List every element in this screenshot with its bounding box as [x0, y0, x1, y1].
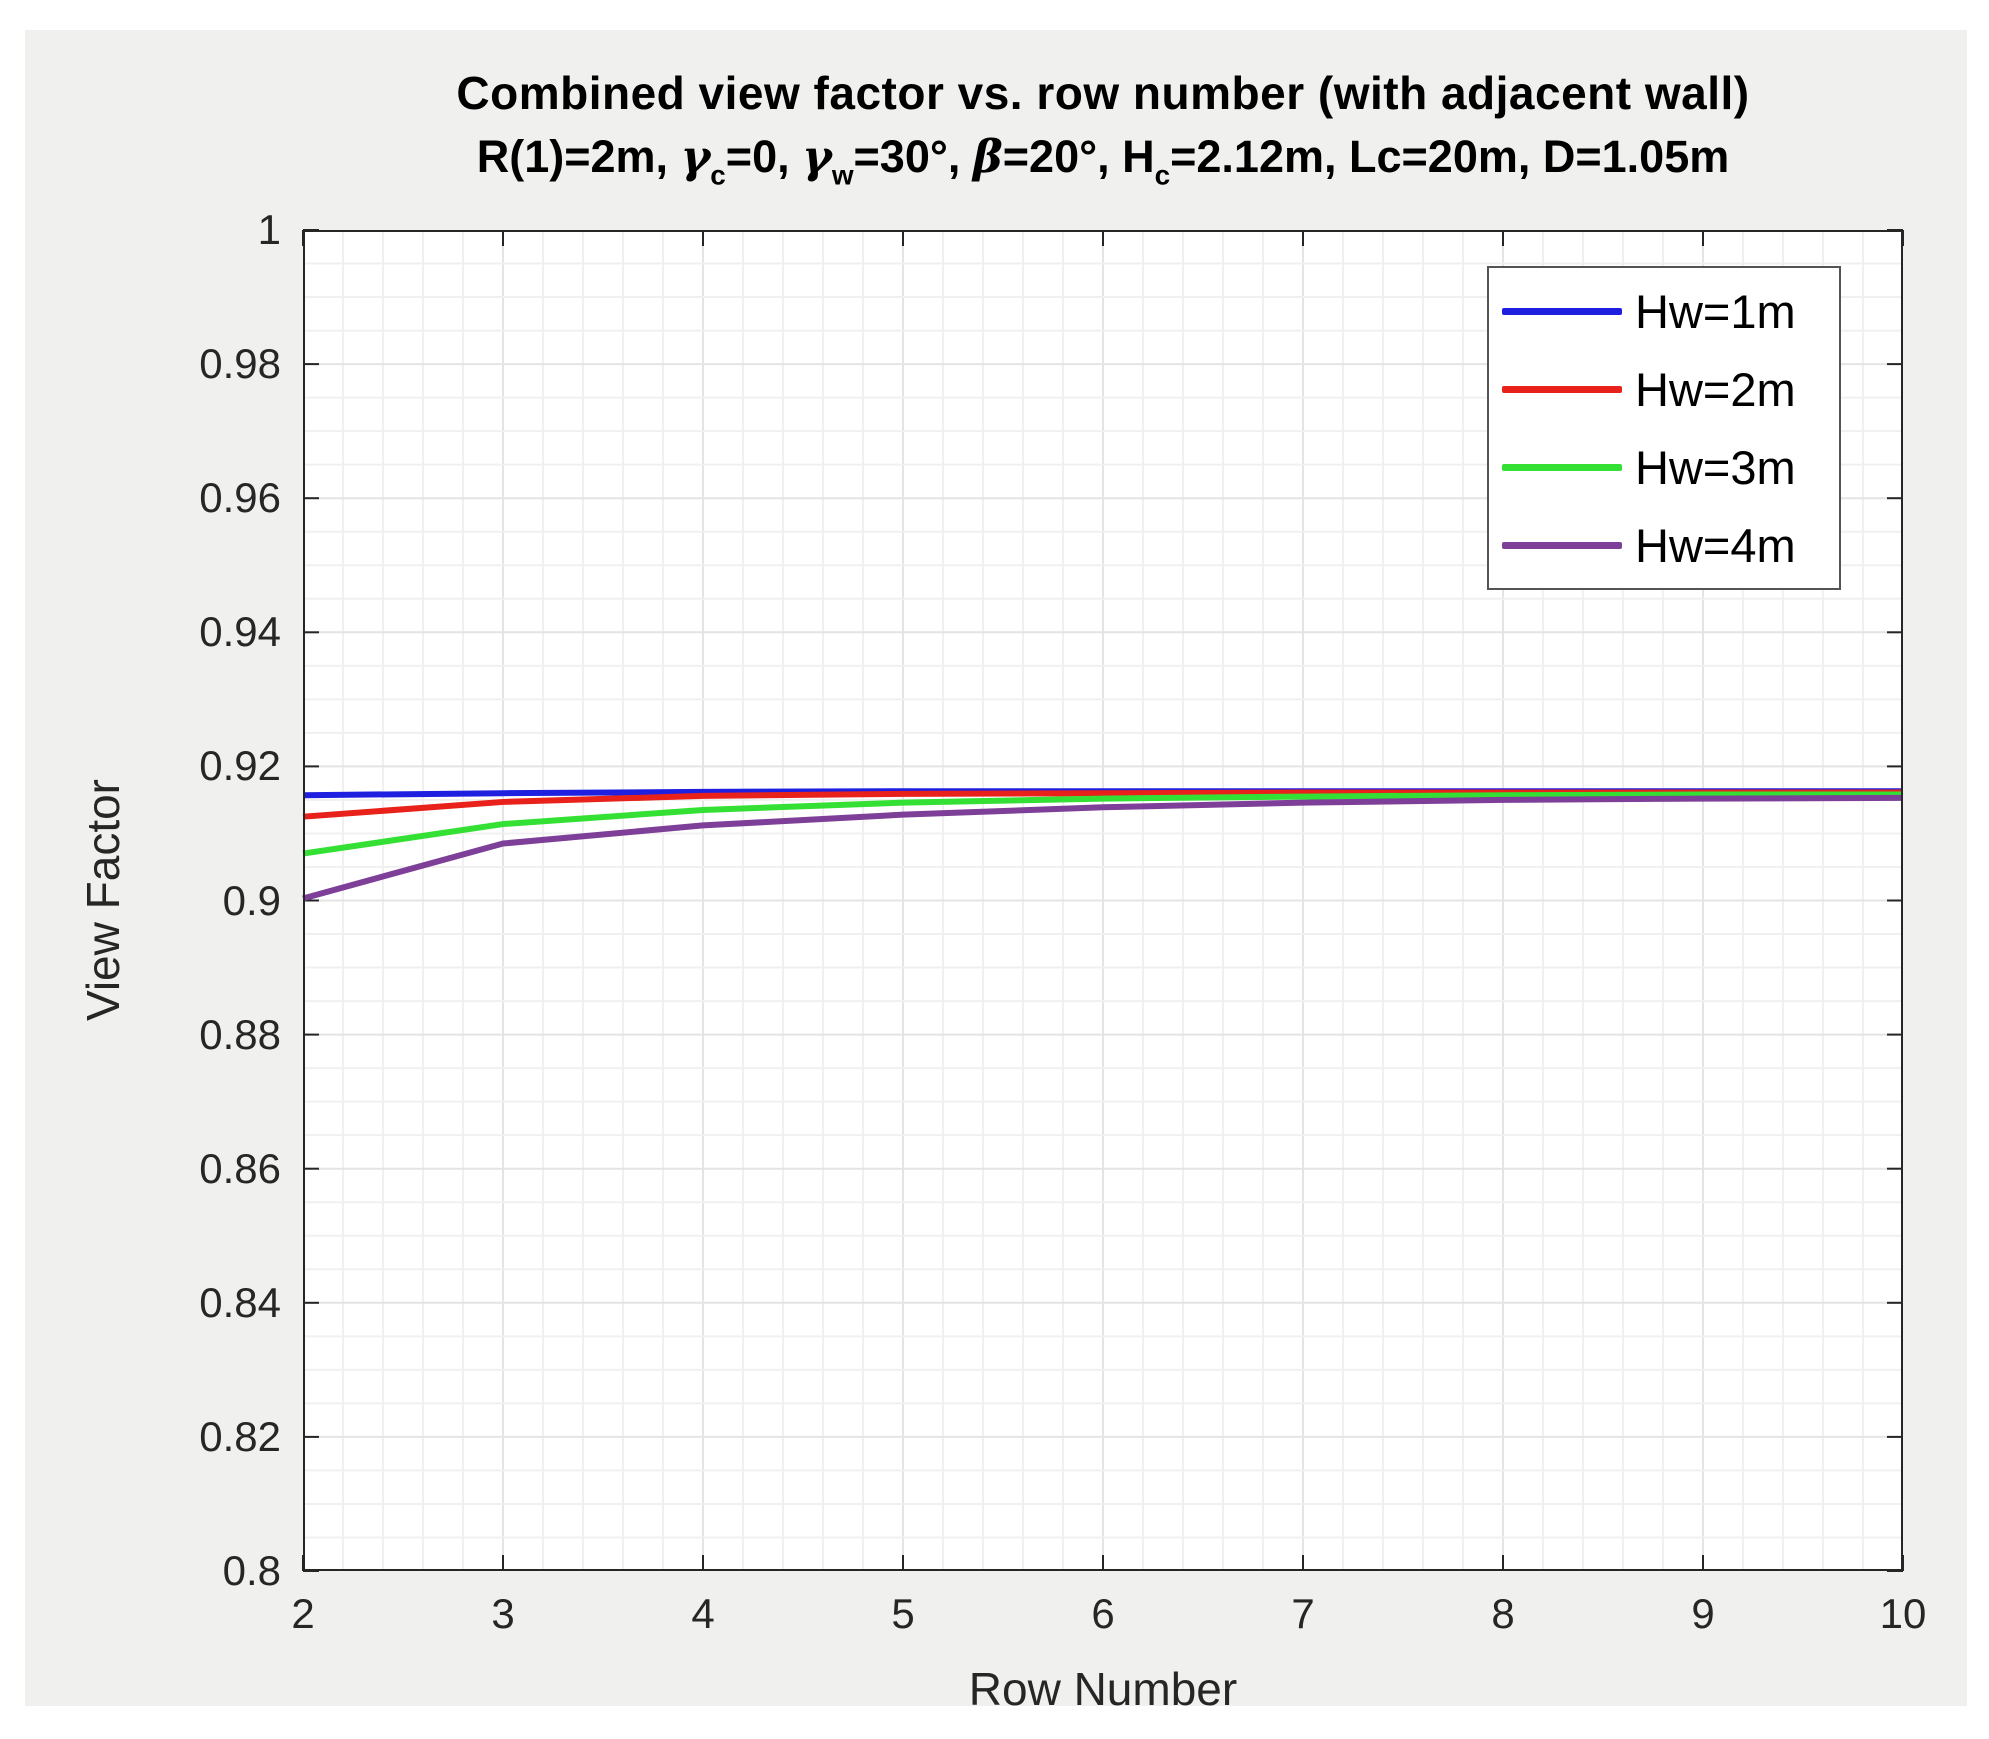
subtitle-text: =30°, [853, 131, 973, 182]
series-line-Hw=3m [302, 791, 1903, 857]
x-tick-label: 10 [1879, 1590, 1927, 1637]
legend-line-sample [1502, 385, 1622, 393]
legend-label: Hw=3m [1635, 440, 1796, 494]
legend-item[interactable]: Hw=1m [1489, 272, 1839, 350]
legend-box: Hw=1m Hw=2m Hw=3m Hw=4m [1487, 266, 1841, 590]
chart-title: Combined view factor vs. row number (wit… [456, 67, 1750, 119]
subtitle-text: =0, [725, 131, 803, 182]
chart-svg [302, 229, 1904, 1572]
legend-label: Hw=4m [1635, 518, 1796, 572]
subtitle-text: R(1)=2m, [476, 131, 681, 182]
x-tick-label: 3 [491, 1590, 515, 1637]
series-line-Hw=4m [302, 794, 1904, 902]
y-tick-label: 0.9 [222, 876, 281, 924]
greek-symbol: β [972, 130, 1003, 183]
subscript: c [710, 159, 726, 191]
greek-symbol: γ [680, 130, 711, 183]
axes-border [303, 230, 1903, 1571]
subscript: w [831, 159, 854, 191]
y-tick-label: 0.92 [199, 742, 281, 790]
x-tick-label: 9 [1691, 1590, 1715, 1637]
legend-label: Hw=2m [1635, 362, 1796, 416]
legend-line-sample [1502, 541, 1622, 549]
y-tick-label: 0.94 [199, 608, 281, 656]
y-tick-label: 1 [257, 206, 281, 253]
x-tick-label: 2 [291, 1590, 315, 1637]
legend-item[interactable]: Hw=4m [1489, 506, 1839, 584]
x-axis-label: Row Number [968, 1663, 1238, 1715]
x-tick-label: 5 [891, 1590, 915, 1637]
y-tick-label: 0.8 [222, 1547, 281, 1594]
legend-item[interactable]: Hw=2m [1489, 350, 1839, 428]
y-tick-label: 0.96 [199, 474, 281, 522]
chart-subtitle: R(1)=2m, γc=0, γw=30°, β=20°, Hc=2.12m, … [263, 130, 1943, 192]
figure-canvas: Combined view factor vs. row number (wit… [25, 30, 1967, 1715]
subtitle-text: =20°, H [1002, 131, 1155, 182]
greek-symbol: γ [802, 130, 832, 183]
y-tick-label: 0.86 [199, 1144, 281, 1192]
legend-line-sample [1502, 463, 1622, 471]
y-tick-label: 0.98 [199, 340, 281, 388]
y-tick-label: 0.88 [199, 1010, 281, 1058]
subscript: c [1154, 159, 1171, 191]
y-tick-label: 0.82 [199, 1412, 281, 1460]
legend-line-sample [1502, 307, 1622, 315]
x-tick-label: 7 [1291, 1590, 1315, 1637]
legend-item[interactable]: Hw=3m [1489, 428, 1839, 506]
subtitle-text: =2.12m, Lc=20m, D=1.05m [1170, 131, 1730, 182]
y-tick-label: 0.84 [199, 1278, 281, 1326]
x-tick-label: 6 [1091, 1590, 1115, 1637]
legend-label: Hw=1m [1635, 284, 1796, 338]
x-tick-label: 4 [691, 1590, 715, 1637]
x-tick-label: 8 [1491, 1590, 1515, 1637]
